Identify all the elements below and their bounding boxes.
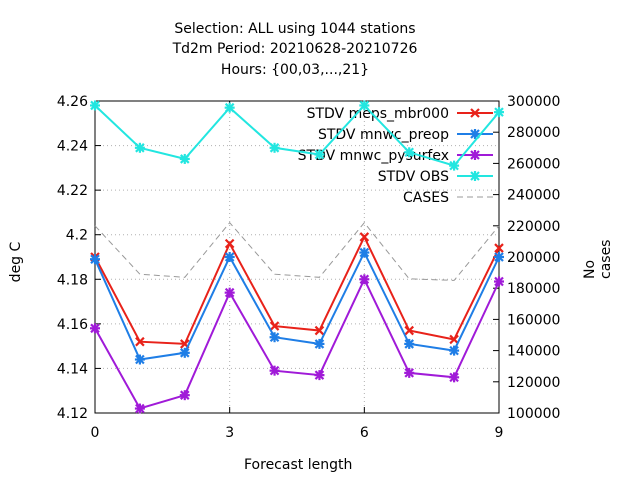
series-point-2 — [359, 274, 370, 285]
y2-tick-label: 140000 — [507, 344, 560, 360]
y2-tick-label: 300000 — [507, 94, 560, 110]
y-tick-label: 4.26 — [57, 94, 88, 110]
legend-label-0: STDV meps_mbr000 — [307, 106, 449, 122]
series-point-1 — [224, 252, 235, 262]
series-point-1 — [179, 347, 190, 358]
series-point-3 — [224, 102, 235, 113]
x-axis-title: Forecast length — [244, 457, 353, 473]
x-tick-label: 6 — [360, 425, 369, 441]
series-point-1 — [404, 338, 415, 349]
series-point-3 — [269, 142, 280, 153]
series-point-0 — [314, 325, 325, 336]
y-tick-label: 4.12 — [57, 406, 88, 422]
y2-tick-label: 240000 — [507, 188, 560, 204]
y-tick-label: 4.22 — [57, 183, 88, 199]
series-point-2 — [449, 372, 460, 383]
series-point-2 — [179, 390, 190, 401]
y2-tick-label: 100000 — [507, 406, 560, 422]
series-line-1 — [94, 250, 500, 361]
series-point-1 — [494, 252, 504, 262]
y-axis-title: deg C — [8, 241, 24, 283]
series-point-2 — [314, 370, 325, 381]
series-point-3 — [404, 147, 415, 158]
series-point-3 — [359, 100, 370, 111]
series-line-0 — [94, 234, 500, 345]
y2-tick-label: 180000 — [507, 281, 560, 297]
series-point-0 — [494, 243, 504, 253]
series-point-1 — [314, 338, 325, 349]
series-point-1 — [269, 332, 280, 343]
series-point-0 — [449, 334, 459, 345]
y2-tick-label: 200000 — [507, 250, 560, 266]
y-tick-label: 4.2 — [66, 228, 88, 244]
series-point-2 — [404, 367, 415, 378]
y2-tick-label: 220000 — [507, 219, 560, 235]
series-point-0 — [135, 336, 145, 347]
legend-marker-3 — [470, 171, 480, 181]
y-tick-label: 4.14 — [57, 361, 88, 377]
chart-title-line-3: Hours: {00,03,...,21} — [220, 62, 370, 78]
series-line-3 — [94, 104, 500, 167]
series-point-1 — [134, 354, 145, 365]
y2-axis-title: No cases — [582, 239, 614, 279]
series-point-3 — [449, 160, 460, 171]
series-point-2 — [269, 365, 280, 376]
series-line-4 — [94, 221, 500, 281]
legend-marker-0 — [470, 108, 480, 118]
series-point-0 — [404, 325, 415, 336]
series-point-3 — [90, 100, 100, 111]
series-line-2 — [94, 276, 500, 410]
series-point-0 — [224, 238, 235, 249]
series-point-2 — [494, 276, 504, 287]
legend-marker-2 — [470, 150, 480, 160]
series-point-3 — [134, 142, 145, 153]
series-point-0 — [359, 232, 370, 242]
legend-label-4: CASES — [403, 190, 449, 206]
y2-tick-label: 280000 — [507, 125, 560, 141]
legend-label-3: STDV OBS — [378, 169, 449, 185]
y2-tick-label: 260000 — [507, 156, 560, 172]
y-tick-label: 4.16 — [57, 317, 88, 333]
chart-title-line-2: Td2m Period: 20210628-20210726 — [172, 41, 418, 57]
chart-title-line-1: Selection: ALL using 1044 stations — [174, 21, 416, 37]
series-point-3 — [494, 107, 504, 118]
y-tick-label: 4.24 — [57, 139, 88, 155]
y-tick-label: 4.18 — [57, 272, 88, 288]
series-point-2 — [134, 403, 145, 414]
series-point-3 — [314, 149, 325, 160]
legend-label-1: STDV mnwc_preop — [318, 127, 449, 143]
series-point-3 — [179, 153, 190, 164]
x-tick-label: 0 — [91, 425, 100, 441]
x-tick-label: 3 — [225, 425, 234, 441]
y2-tick-label: 160000 — [507, 312, 560, 328]
x-tick-label: 9 — [495, 425, 504, 441]
series-point-1 — [449, 345, 460, 356]
y2-tick-label: 120000 — [507, 375, 560, 391]
series-point-0 — [269, 321, 280, 331]
series-point-1 — [359, 247, 370, 258]
series-point-2 — [224, 287, 235, 298]
series-point-2 — [90, 323, 100, 334]
series-point-1 — [90, 254, 100, 265]
